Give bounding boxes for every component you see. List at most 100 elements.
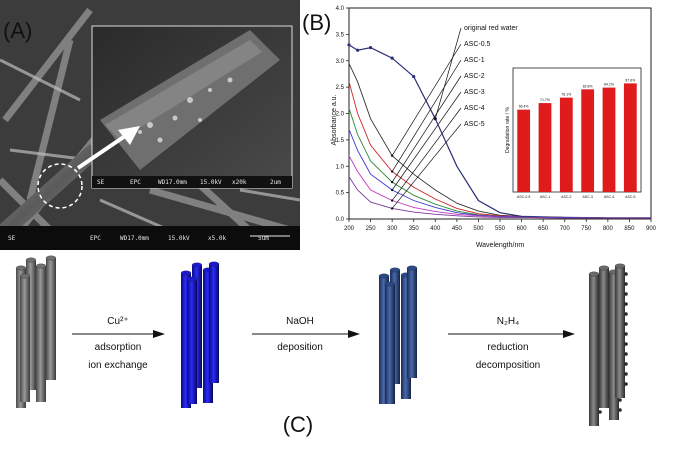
process-arrowhead-0 xyxy=(153,330,165,338)
y-tick-label: 3.0 xyxy=(336,59,345,65)
cu-particle xyxy=(624,352,628,356)
rod-cap xyxy=(208,261,220,267)
inset-bar-text-5: 2um xyxy=(270,179,281,186)
x-tick-label: 900 xyxy=(646,226,657,232)
rod xyxy=(203,270,213,403)
y-tick-label: 4.0 xyxy=(336,6,345,12)
rod-bundle-0 xyxy=(15,255,57,408)
x-tick-label: 800 xyxy=(603,226,614,232)
y-axis-label: Absorbance a.u. xyxy=(331,94,338,145)
rod xyxy=(379,276,389,404)
step-text-1-0: deposition xyxy=(277,342,323,353)
rod-cap xyxy=(598,265,610,271)
y-tick-label: 1.0 xyxy=(336,164,345,170)
legend-entry-2: ASC-1 xyxy=(464,57,485,64)
legend-entry-4: ASC-3 xyxy=(464,89,485,96)
legend-entry-6: ASC-5 xyxy=(464,121,485,128)
series-point xyxy=(412,74,416,79)
x-tick-label: 400 xyxy=(430,226,441,232)
cu-particle xyxy=(624,332,628,336)
legend-arrow-head xyxy=(390,199,394,202)
y-tick-label: 2.0 xyxy=(336,112,345,118)
rod-cap xyxy=(19,273,31,279)
inset-frame xyxy=(512,67,642,193)
inset-value-label-0: 66.4% xyxy=(519,105,529,109)
step-text-2-0: reduction xyxy=(487,342,528,353)
inset-bar-3 xyxy=(581,89,595,192)
legend-arrow-head xyxy=(390,170,394,173)
sem-bar-text-4: x5.0k xyxy=(208,235,226,242)
y-tick-label: 0.0 xyxy=(336,217,345,223)
cu-particle xyxy=(624,292,628,296)
zoom-circle xyxy=(37,163,83,209)
cu-particle xyxy=(618,408,622,412)
rod-cap xyxy=(45,255,57,261)
rod xyxy=(20,276,30,402)
legend-arrow-6 xyxy=(391,123,462,209)
cu-particle xyxy=(598,410,602,414)
cu-particle xyxy=(624,282,628,286)
legend-arrow-head xyxy=(390,154,394,157)
x-tick-label: 600 xyxy=(517,226,528,232)
inset-value-label-2: 76.1% xyxy=(561,93,571,97)
rod-cap xyxy=(614,263,626,269)
inset-category-label-2: ASC-2 xyxy=(561,195,571,199)
rod-cap xyxy=(35,263,47,269)
rod-cap xyxy=(25,257,37,263)
x-axis-label: Wavelength/nm xyxy=(476,242,525,249)
inset-bar-text-0: SE xyxy=(97,179,105,186)
inset-category-label-1: ASC-1 xyxy=(540,195,550,199)
rod xyxy=(26,260,36,390)
process-arrowhead-2 xyxy=(563,330,575,338)
series-point xyxy=(368,45,373,50)
x-tick-label: 700 xyxy=(560,226,571,232)
rod xyxy=(46,258,56,380)
series-point xyxy=(347,43,351,47)
inset-bar-5 xyxy=(623,83,637,192)
rod xyxy=(181,273,191,408)
inset-value-label-5: 87.6% xyxy=(625,78,635,82)
x-tick-label: 350 xyxy=(409,226,420,232)
sem-bar-text-1: EPC xyxy=(90,235,101,242)
series-point xyxy=(356,48,360,52)
series-line-4 xyxy=(348,129,651,219)
cu-particle xyxy=(624,382,628,386)
step-text-0-1: ion exchange xyxy=(88,360,148,371)
cu-particle xyxy=(624,362,628,366)
cu-particle xyxy=(624,272,628,276)
legend-arrow-3 xyxy=(391,75,462,183)
rod xyxy=(599,268,609,408)
legend-arrow-4 xyxy=(391,91,462,191)
legend-arrow-head xyxy=(390,180,394,184)
inset-bar-text-2: WD17.0mm xyxy=(158,179,187,186)
sem-bar-text-2: WD17.0mm xyxy=(120,235,149,242)
rod xyxy=(609,272,619,420)
legend-arrow-head xyxy=(434,117,437,120)
rod-cap xyxy=(191,262,203,268)
legend-entry-1: ASC-0.5 xyxy=(464,41,491,48)
rod xyxy=(589,274,599,426)
x-tick-label: 250 xyxy=(366,226,377,232)
rod-cap xyxy=(186,276,198,282)
panel-a-label: (A) xyxy=(3,18,33,43)
cu-particle xyxy=(624,322,628,326)
rod xyxy=(187,279,197,404)
rod xyxy=(407,268,417,378)
process-arrowhead-1 xyxy=(348,330,360,338)
x-tick-label: 300 xyxy=(387,226,398,232)
x-tick-label: 650 xyxy=(538,226,549,232)
highlighted-fiber xyxy=(0,144,101,241)
inset-category-label-5: ASC-5 xyxy=(625,195,635,199)
step-reagent-1: NaOH xyxy=(286,316,314,327)
panel-c-label: (C) xyxy=(283,412,314,437)
inset-bar-4 xyxy=(602,87,616,192)
legend-arrow-2 xyxy=(391,59,462,172)
y-tick-label: 2.5 xyxy=(336,85,345,91)
rod-cap xyxy=(180,270,192,276)
absorbance-chart: 200 250 300 350 400 450 500 550 600 650 700 750 800 8… xyxy=(331,6,657,249)
legend-entry-3: ASC-2 xyxy=(464,73,485,80)
step-reagent-0: Cu²⁺ xyxy=(107,316,128,327)
legend-entry-0: original red water xyxy=(464,25,518,32)
inset-bar-2 xyxy=(559,97,573,192)
x-tick-label: 200 xyxy=(344,226,355,232)
